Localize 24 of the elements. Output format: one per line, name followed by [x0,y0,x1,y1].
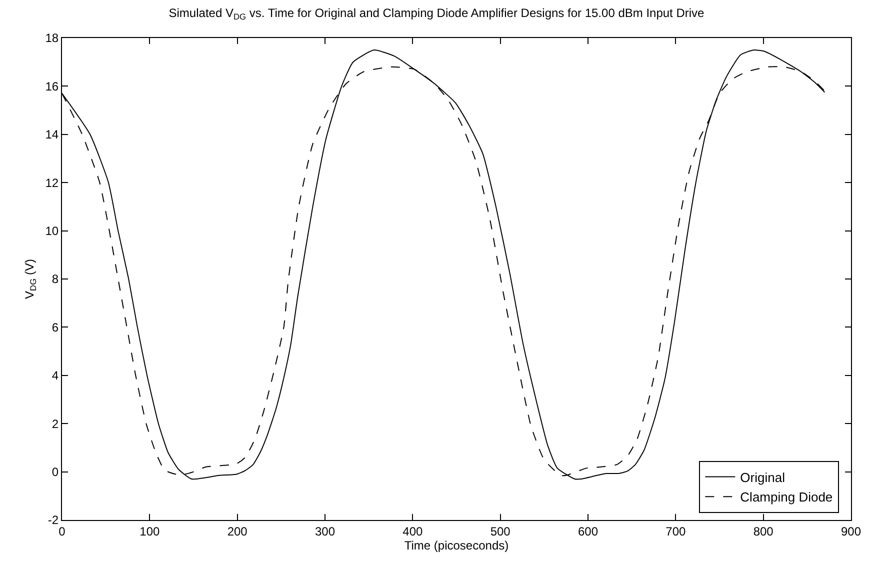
y-tick-label: 4 [52,368,59,383]
x-tick-label: 600 [578,524,598,538]
y-tick-label: 8 [52,272,59,286]
legend-label: Clamping Diode [740,490,833,505]
y-tick-label: 12 [45,176,59,190]
x-tick-label: 200 [227,524,248,538]
x-tick-label: 100 [140,524,160,538]
x-tick-label: 300 [314,524,336,538]
y-tick-label: 6 [52,320,59,334]
x-tick-label: 500 [490,524,511,538]
legend-label: Original [740,470,786,485]
x-tick-label: 900 [840,524,862,538]
x-tick-label: 800 [753,524,774,538]
y-tick-label: 16 [45,79,59,94]
y-tick-label: -2 [48,513,59,528]
x-tick-label: 400 [402,524,423,538]
y-tick-label: 14 [45,128,59,142]
y-tick-label: 2 [52,416,59,431]
y-tick-label: 0 [52,465,59,479]
y-tick-label: 10 [45,224,59,238]
chart-title: Simulated V$_{DG}$ vs. Time for Original and Clamping Diode Amplifier Designs for 15.00 dBm Input Drive [168,6,705,22]
x-tick-label: 700 [666,524,686,538]
x-axis-title: Time (picoseconds) [404,538,509,552]
y-tick-label: 18 [45,31,59,46]
